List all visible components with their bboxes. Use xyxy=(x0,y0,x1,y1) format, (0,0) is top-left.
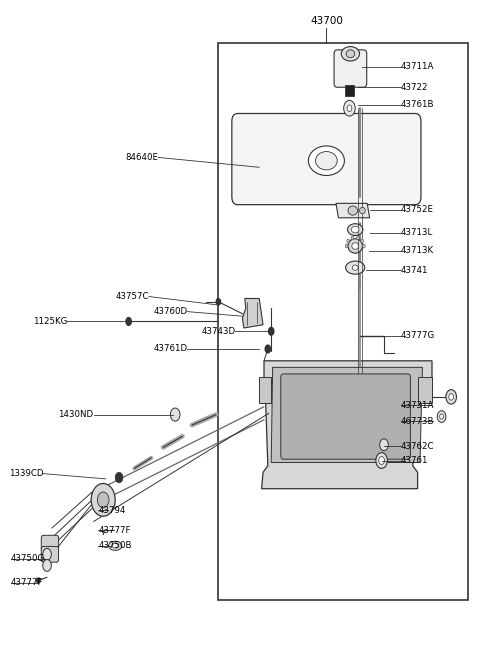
Circle shape xyxy=(125,317,132,326)
Ellipse shape xyxy=(360,207,365,214)
Text: 84640E: 84640E xyxy=(125,153,158,162)
Text: 43777F: 43777F xyxy=(11,578,43,587)
Circle shape xyxy=(170,408,180,421)
Ellipse shape xyxy=(341,47,360,61)
Text: 1125KG: 1125KG xyxy=(33,317,67,326)
FancyBboxPatch shape xyxy=(41,535,59,551)
Circle shape xyxy=(440,414,444,419)
Ellipse shape xyxy=(348,224,363,236)
Circle shape xyxy=(347,105,352,112)
Circle shape xyxy=(43,548,51,560)
Text: 43741: 43741 xyxy=(401,266,428,275)
Text: 43760D: 43760D xyxy=(153,307,187,316)
Circle shape xyxy=(91,483,115,516)
Circle shape xyxy=(446,390,456,404)
Circle shape xyxy=(97,492,109,508)
Text: 1339CD: 1339CD xyxy=(9,469,43,478)
Circle shape xyxy=(449,394,454,400)
Ellipse shape xyxy=(348,206,358,215)
Text: 43713L: 43713L xyxy=(401,228,433,237)
Text: 43743D: 43743D xyxy=(201,327,235,336)
Circle shape xyxy=(36,577,41,584)
Ellipse shape xyxy=(112,543,118,548)
Ellipse shape xyxy=(352,243,359,249)
Text: 43750B: 43750B xyxy=(98,541,132,550)
FancyBboxPatch shape xyxy=(334,50,367,87)
Ellipse shape xyxy=(346,50,355,58)
Ellipse shape xyxy=(351,226,359,233)
Text: 43750G: 43750G xyxy=(11,554,45,564)
Text: 43700: 43700 xyxy=(310,16,343,26)
Ellipse shape xyxy=(352,265,358,270)
Polygon shape xyxy=(336,203,370,218)
Circle shape xyxy=(344,100,355,116)
Ellipse shape xyxy=(346,261,365,274)
Text: 43777F: 43777F xyxy=(98,525,131,535)
Text: 43762C: 43762C xyxy=(401,441,434,451)
Bar xyxy=(259,377,271,403)
Circle shape xyxy=(379,457,384,464)
Circle shape xyxy=(43,560,51,571)
Circle shape xyxy=(264,344,271,354)
FancyBboxPatch shape xyxy=(41,546,59,562)
Polygon shape xyxy=(262,361,432,489)
Bar xyxy=(218,43,468,600)
Text: 43761: 43761 xyxy=(401,456,428,465)
Text: 43731A: 43731A xyxy=(401,401,434,410)
Ellipse shape xyxy=(108,541,122,550)
Text: 43777G: 43777G xyxy=(401,331,435,340)
Circle shape xyxy=(216,298,221,306)
Text: 43711A: 43711A xyxy=(401,62,434,72)
Text: 43761D: 43761D xyxy=(153,344,187,354)
FancyBboxPatch shape xyxy=(281,374,410,459)
Bar xyxy=(345,85,354,96)
Circle shape xyxy=(376,453,387,468)
Circle shape xyxy=(351,236,354,240)
Text: 43752E: 43752E xyxy=(401,205,434,215)
Circle shape xyxy=(380,439,388,451)
Circle shape xyxy=(437,411,446,422)
Circle shape xyxy=(347,239,349,243)
Polygon shape xyxy=(271,367,422,462)
Bar xyxy=(418,377,432,403)
Circle shape xyxy=(357,236,360,240)
FancyBboxPatch shape xyxy=(232,113,421,205)
Text: 43722: 43722 xyxy=(401,83,428,92)
Ellipse shape xyxy=(309,146,345,175)
Text: 43713K: 43713K xyxy=(401,246,434,255)
Ellipse shape xyxy=(316,152,337,170)
Circle shape xyxy=(115,472,123,483)
Circle shape xyxy=(361,239,364,243)
Text: 46773B: 46773B xyxy=(401,417,434,426)
Circle shape xyxy=(268,327,275,336)
Polygon shape xyxy=(242,298,263,328)
Text: 43757C: 43757C xyxy=(115,292,149,301)
Text: 1430ND: 1430ND xyxy=(59,410,94,419)
Text: 43794: 43794 xyxy=(98,506,126,515)
Circle shape xyxy=(362,244,365,248)
Circle shape xyxy=(345,244,348,248)
Ellipse shape xyxy=(348,239,362,253)
Text: 43761B: 43761B xyxy=(401,100,434,110)
